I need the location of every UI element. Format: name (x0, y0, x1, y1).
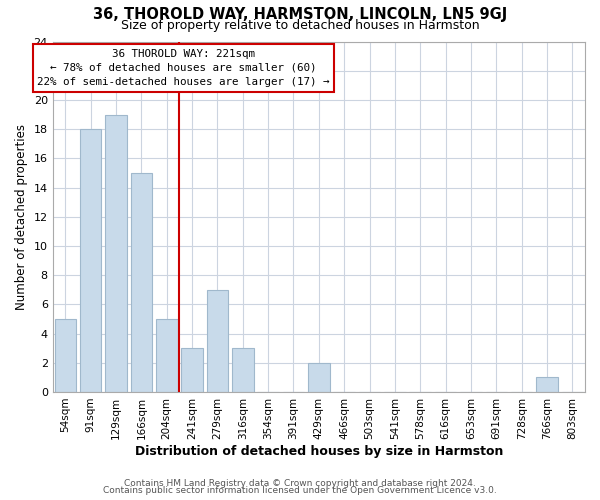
Text: 36, THOROLD WAY, HARMSTON, LINCOLN, LN5 9GJ: 36, THOROLD WAY, HARMSTON, LINCOLN, LN5 … (93, 8, 507, 22)
Text: Contains HM Land Registry data © Crown copyright and database right 2024.: Contains HM Land Registry data © Crown c… (124, 478, 476, 488)
Text: Size of property relative to detached houses in Harmston: Size of property relative to detached ho… (121, 18, 479, 32)
Bar (55, 319, 76, 392)
Bar (181, 348, 203, 392)
Bar (308, 363, 329, 392)
Bar (232, 348, 254, 392)
Bar (131, 173, 152, 392)
Bar (536, 378, 558, 392)
Bar (105, 114, 127, 392)
X-axis label: Distribution of detached houses by size in Harmston: Distribution of detached houses by size … (134, 444, 503, 458)
Bar (206, 290, 228, 392)
Y-axis label: Number of detached properties: Number of detached properties (15, 124, 28, 310)
Text: Contains public sector information licensed under the Open Government Licence v3: Contains public sector information licen… (103, 486, 497, 495)
Text: 36 THOROLD WAY: 221sqm
← 78% of detached houses are smaller (60)
22% of semi-det: 36 THOROLD WAY: 221sqm ← 78% of detached… (37, 48, 329, 88)
Bar (80, 129, 101, 392)
Bar (156, 319, 178, 392)
